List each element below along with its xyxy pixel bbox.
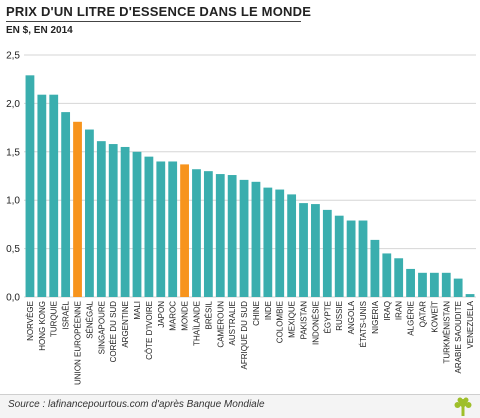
x-tick-label: AFRIQUE DU SUD bbox=[240, 301, 249, 370]
bar bbox=[156, 161, 166, 297]
bar bbox=[346, 220, 356, 297]
x-tick-label: CHINE bbox=[252, 301, 261, 326]
x-tick-label: TURKMÉNISTAN bbox=[442, 301, 451, 364]
bar bbox=[108, 144, 118, 297]
bar bbox=[180, 164, 189, 297]
x-tick-label: AUSTRALIE bbox=[228, 301, 237, 345]
x-tick-label: COLOMBIE bbox=[276, 301, 285, 343]
x-tick-label: TURQUIE bbox=[50, 301, 59, 337]
x-tick-label: PAKISTAN bbox=[300, 301, 309, 340]
x-tick-label: THAÏLANDE bbox=[192, 301, 201, 346]
bar bbox=[239, 179, 249, 297]
x-tick-label: ÉGYPTE bbox=[323, 301, 332, 333]
chart-title: PRIX D'UN LITRE D'ESSENCE DANS LE MONDE bbox=[6, 4, 312, 19]
x-tick-label: CORÉE DU SUD bbox=[109, 301, 118, 363]
bar bbox=[25, 75, 35, 297]
bar bbox=[227, 175, 237, 297]
bar bbox=[311, 204, 320, 297]
bar bbox=[192, 169, 201, 297]
footer: Source : lafinancepourtous.com d'après B… bbox=[0, 394, 480, 418]
x-tick-label: MALI bbox=[133, 301, 142, 320]
x-tick-label: QATAR bbox=[418, 301, 427, 328]
x-tick-label: UNION EUROPÉENNE bbox=[74, 301, 83, 385]
x-tick-label: MAROC bbox=[169, 301, 178, 331]
bar bbox=[251, 181, 261, 297]
tree-logo-icon bbox=[454, 397, 472, 416]
x-tick-label: RUSSIE bbox=[335, 301, 344, 331]
bar bbox=[144, 156, 154, 297]
x-tick-label: ÉTATS-UNIS bbox=[359, 301, 368, 347]
bar bbox=[429, 272, 439, 297]
bar bbox=[334, 215, 344, 297]
y-tick-label: 1,0 bbox=[6, 196, 20, 207]
bar bbox=[287, 194, 297, 297]
x-tick-label: ARGENTINE bbox=[121, 301, 130, 348]
bar-chart: 0,0 0,5 1,0 1,5 2,0 2,5 NORVÈGE HONG KONG TURQU… bbox=[6, 51, 476, 385]
x-tick-label: NIGERIA bbox=[371, 300, 380, 334]
bar bbox=[418, 272, 427, 297]
x-tick-label: ANGOLA bbox=[347, 300, 356, 334]
x-tick-label: CÔTE D'IVOIRE bbox=[145, 301, 154, 360]
y-tick-label: 2,0 bbox=[6, 99, 20, 110]
bar bbox=[394, 258, 404, 297]
x-tick-label: MEXIQUE bbox=[288, 301, 297, 338]
x-tick-label: IRAN bbox=[395, 301, 404, 320]
x-tick-label: INDONÉSIE bbox=[311, 301, 320, 345]
bar bbox=[358, 220, 368, 297]
bar bbox=[441, 272, 451, 297]
bar bbox=[37, 94, 47, 297]
bar bbox=[215, 174, 225, 297]
x-tick-label: ISRAËL bbox=[62, 300, 71, 329]
bar bbox=[370, 239, 380, 297]
x-tick-label: ALGÉRIE bbox=[407, 301, 416, 336]
bar bbox=[61, 112, 71, 297]
x-tick-label: BRÉSIL bbox=[204, 300, 213, 329]
bar bbox=[406, 268, 415, 297]
x-axis-labels: NORVÈGE HONG KONG TURQUIE ISRAËL UNION EUROP… bbox=[26, 300, 475, 385]
bar bbox=[453, 278, 463, 297]
x-tick-label: NORVÈGE bbox=[26, 301, 35, 341]
chart-subtitle: EN $, EN 2014 bbox=[6, 25, 73, 36]
x-tick-label: JAPON bbox=[157, 301, 166, 328]
y-tick-label: 0,5 bbox=[6, 244, 20, 255]
bar bbox=[168, 161, 178, 297]
x-tick-label: ARABIE SAOUDITE bbox=[454, 301, 463, 373]
bar bbox=[299, 203, 308, 297]
bar bbox=[465, 294, 475, 297]
bar bbox=[275, 189, 285, 297]
y-axis-ticks: 0,0 0,5 1,0 1,5 2,0 2,5 bbox=[6, 51, 20, 304]
x-tick-label: HONG KONG bbox=[38, 301, 47, 351]
bar bbox=[382, 253, 392, 297]
y-tick-label: 0,0 bbox=[6, 293, 20, 304]
x-tick-label: MONDE bbox=[181, 301, 190, 331]
bar bbox=[73, 121, 82, 298]
bar bbox=[85, 129, 94, 297]
source-note: Source : lafinancepourtous.com d'après B… bbox=[8, 399, 265, 410]
x-tick-label: IRAQ bbox=[383, 301, 392, 321]
x-tick-label: SINGAPOURE bbox=[97, 301, 106, 354]
x-tick-label: KOWEÏT bbox=[430, 301, 439, 333]
bar bbox=[263, 187, 273, 297]
bar bbox=[96, 141, 106, 297]
y-tick-label: 1,5 bbox=[6, 147, 20, 158]
y-tick-label: 2,5 bbox=[6, 51, 20, 62]
bar bbox=[203, 171, 213, 297]
bar bbox=[322, 209, 332, 297]
title-divider bbox=[6, 21, 301, 22]
bar bbox=[49, 94, 59, 297]
bars bbox=[25, 75, 475, 298]
bar bbox=[132, 151, 142, 297]
x-tick-label: VENEZUELA bbox=[466, 300, 475, 348]
x-tick-label: SÉNÉGAL bbox=[85, 300, 94, 338]
bar bbox=[120, 146, 130, 297]
x-tick-label: INDE bbox=[264, 301, 273, 320]
x-tick-label: CAMEROUN bbox=[216, 301, 225, 348]
